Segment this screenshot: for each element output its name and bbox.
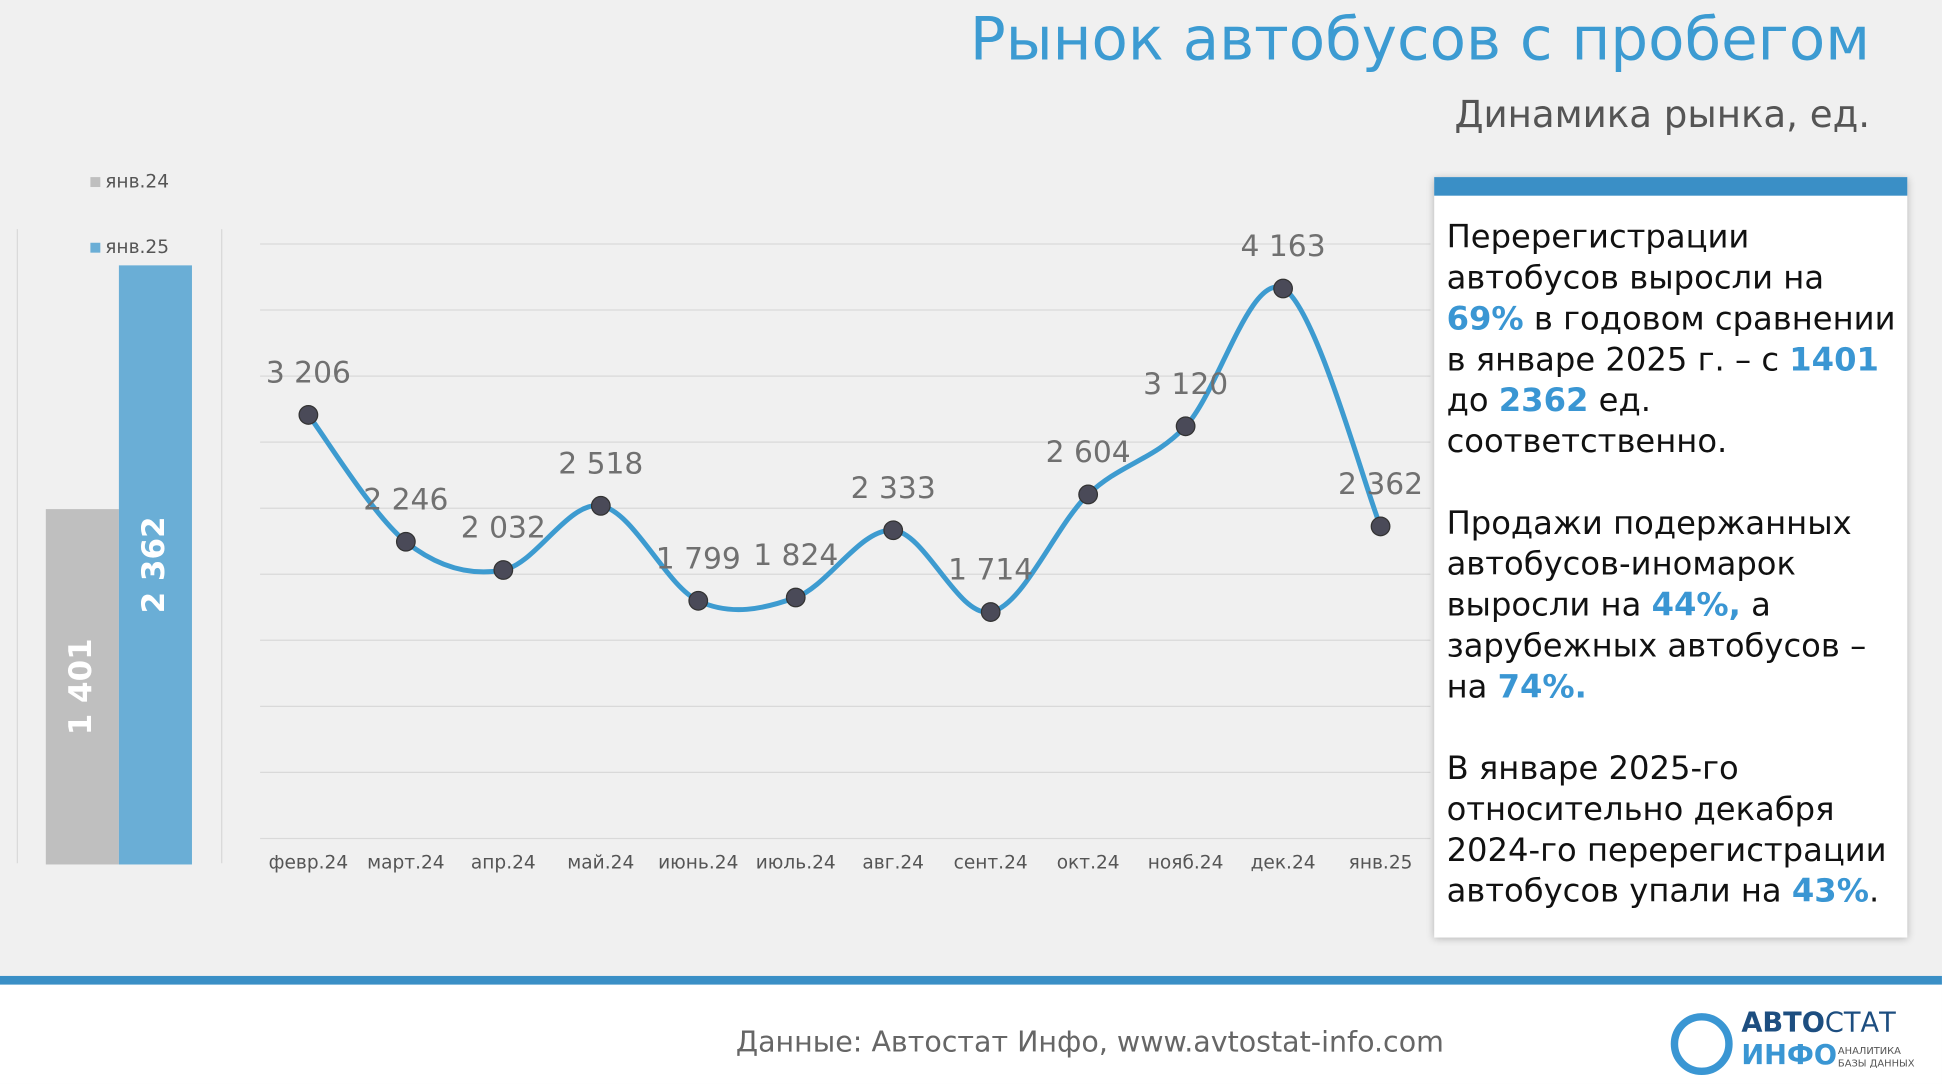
point [980,602,1001,622]
panel-body: Перерегистрации автобусов выросли на 69%… [1434,196,1907,913]
line [306,284,1383,615]
x-tick-label: март.24 [367,853,444,874]
bar [118,265,192,865]
x-tick-label: авг.24 [862,853,924,874]
x-tick-label: февр.24 [269,853,349,874]
paragraph: В январе 2025-го относительно декабря 20… [1447,749,1898,912]
value-label: 2 032 [461,511,546,546]
x-tick-label: июнь.24 [658,853,738,874]
legend-swatch [90,177,101,188]
point [298,405,319,425]
text-run: Перерегистрации автобусов выросли на [1446,219,1825,298]
subtitle: Динамика рынка, ед. [1454,93,1870,136]
x-tick-label: нояб.24 [1148,853,1224,874]
point [883,520,904,541]
point [1370,516,1391,537]
text-run: а зарубежных автобусов – на [1446,587,1867,706]
bar [45,509,119,865]
paragraph: Перерегистрации автобусов выросли на 69%… [1447,218,1898,463]
point [1273,278,1293,299]
point [590,495,611,516]
bar-value-label: 2 362 [136,516,172,613]
x-tick-label: окт.24 [1057,853,1120,874]
title: Рынок автобусов с пробегом [970,5,1870,74]
logo-tag: БАЗЫ ДАННЫХ [1838,1058,1915,1069]
point [395,531,416,552]
point [785,587,806,608]
value-label: 2 333 [851,471,936,506]
logo-mark [1670,1013,1733,1076]
paragraph: Продажи подержанных автобусов-иномарок в… [1447,504,1898,708]
value-label: 4 163 [1241,229,1326,264]
x-tick-label: янв.25 [1349,853,1413,874]
legend-swatch [90,242,101,253]
highlight: 74%. [1497,668,1587,706]
highlight: 69% [1446,300,1524,339]
highlight: 2362 [1498,382,1589,420]
logo-part: СТАТ [1825,1008,1896,1039]
value-label: 2 246 [363,482,448,517]
point [493,560,514,580]
text-panel: Перерегистрации автобусов выросли на 69%… [1434,177,1908,938]
source: Данные: Автостат Инфо, www.avtostat-info… [735,1026,1444,1059]
text-run: до [1446,382,1499,420]
value-label: 2 604 [1046,435,1131,470]
point [1175,416,1196,437]
logo-part: АВТО [1741,1008,1825,1039]
point [688,590,709,611]
footer: Данные: Автостат Инфо, www.avtostat-info… [0,975,1942,1084]
logo: АВТОСТАТ ИНФО АНАЛИТИКА БАЗЫ ДАННЫХ [1670,1008,1915,1076]
x-tick-label: апр.24 [471,853,536,874]
x-tick-label: июль.24 [756,853,836,874]
highlight: 44%, [1651,587,1741,625]
bar-value-label: 1 401 [63,638,99,735]
x-tick-label: май.24 [567,853,634,874]
panel-bar [1434,177,1908,196]
logo-tag: АНАЛИТИКА [1838,1046,1901,1057]
value-label: 1 714 [948,553,1033,588]
text-run: Продажи подержанных автобусов-иномарок в… [1446,505,1852,625]
text-run: в годовом сравнении в январе 2025 г. – с [1446,300,1896,379]
text-run: В январе 2025-го относительно декабря 20… [1446,750,1887,911]
logo-text: АВТОСТАТ [1741,1008,1896,1039]
text-run: . [1868,873,1880,911]
value-label: 1 824 [753,538,838,573]
chart: Рынок автобусов с пробегом Динамика рынк… [16,5,1870,874]
legend-label: янв.24 [105,172,169,193]
value-label: 3 206 [266,356,351,391]
x-tick-label: дек.24 [1251,853,1316,874]
highlight: 1401 [1789,341,1879,379]
legend-label: янв.25 [105,237,169,258]
point [1078,484,1099,505]
x-tick-label: сент.24 [954,853,1028,874]
highlight: 43% [1791,873,1869,911]
value-label: 2 518 [558,446,643,481]
value-label: 1 799 [656,541,741,576]
text-run: ед. соответственно. [1446,382,1728,461]
value-label: 3 120 [1143,367,1228,402]
logo-text: ИНФО [1741,1040,1837,1071]
value-label: 2 362 [1338,467,1423,502]
